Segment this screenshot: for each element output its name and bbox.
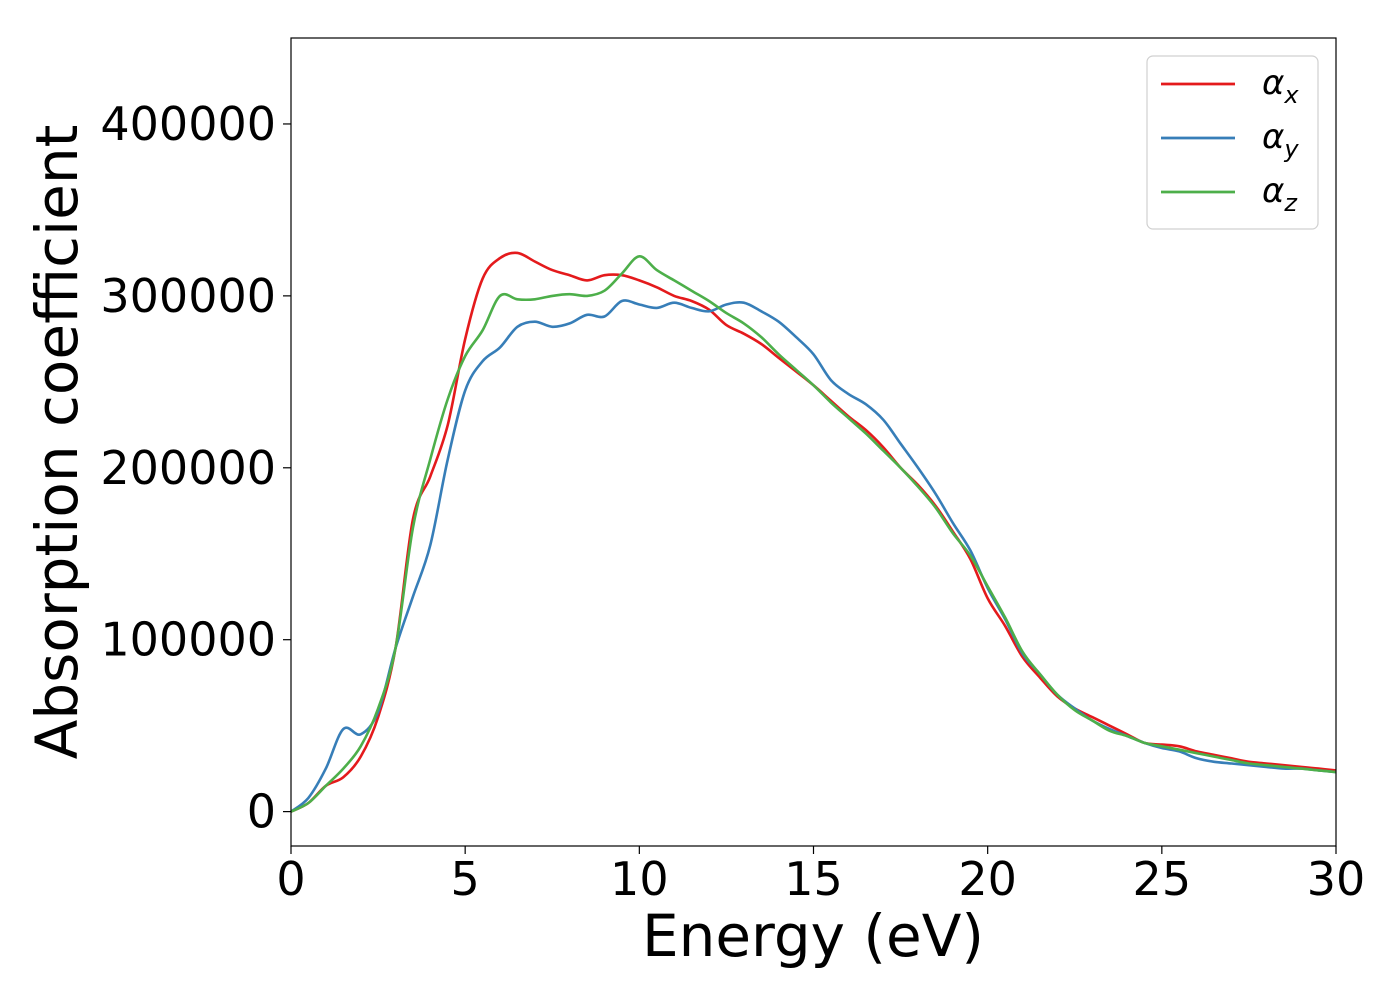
x-tick-label: 5 bbox=[451, 852, 480, 906]
series-line-z bbox=[290, 255, 1337, 813]
x-tick-label: 20 bbox=[958, 852, 1017, 906]
x-tick-label: 25 bbox=[1133, 852, 1192, 906]
series-layer bbox=[290, 251, 1337, 813]
y-tick-label: 400000 bbox=[100, 97, 276, 151]
y-tick-label: 300000 bbox=[100, 269, 276, 323]
series-line-x bbox=[290, 251, 1337, 813]
legend-box bbox=[1146, 55, 1319, 230]
x-tick-label: 0 bbox=[276, 852, 305, 906]
y-tick-label: 100000 bbox=[100, 613, 276, 667]
x-tick-label: 30 bbox=[1307, 852, 1366, 906]
y-tick-label: 200000 bbox=[100, 441, 276, 495]
series-line-y bbox=[290, 299, 1337, 813]
x-axis-ticks: 0 5 10 15 20 25 30 bbox=[276, 846, 1365, 906]
y-axis-label: Absorption coefficient bbox=[23, 125, 91, 760]
x-tick-label: 15 bbox=[784, 852, 843, 906]
y-tick-label: 0 bbox=[247, 785, 276, 839]
x-tick-label: 10 bbox=[610, 852, 669, 906]
y-axis-ticks: 0 100000 200000 300000 400000 bbox=[100, 97, 291, 839]
x-axis-label: Energy (eV) bbox=[642, 902, 984, 970]
